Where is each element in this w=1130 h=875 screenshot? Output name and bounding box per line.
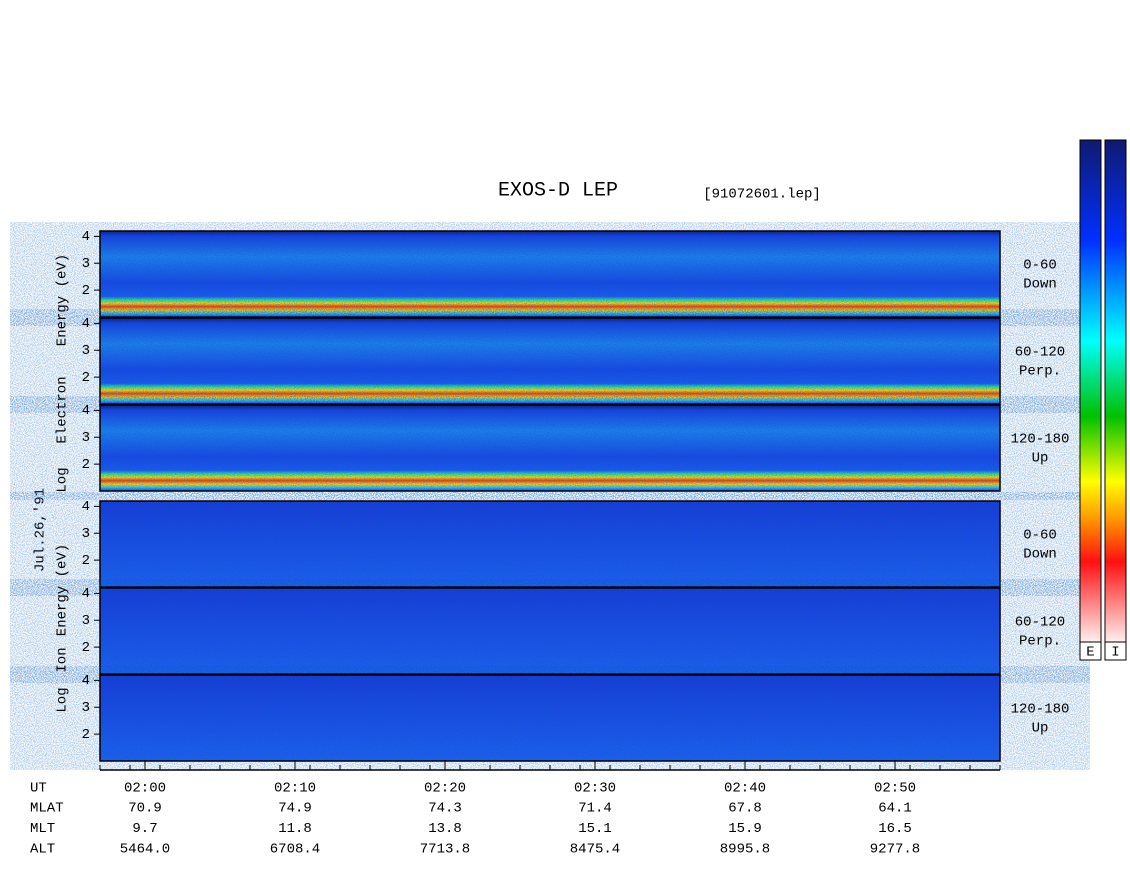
y-tick-label: 2: [82, 283, 90, 299]
panel-label: Perp.: [1019, 634, 1061, 650]
x-tick-label: 02:00: [124, 781, 166, 797]
panel-label: Down: [1023, 277, 1057, 293]
x-tick-label: 02:30: [574, 781, 616, 797]
y-tick-label: 3: [82, 526, 90, 542]
y-tick-label: 3: [82, 256, 90, 272]
colorbar: [1104, 139, 1127, 643]
ephemeris-value: 9.7: [132, 821, 157, 837]
colorbar-label-box: [1104, 641, 1127, 661]
row-label: MLT: [30, 821, 55, 837]
row-label: UT: [30, 781, 47, 797]
y-tick-label: 3: [82, 430, 90, 446]
y-tick-label: 2: [82, 370, 90, 386]
colorbar-label-box: [1079, 641, 1102, 661]
ephemeris-value: 13.8: [428, 821, 462, 837]
ephemeris-value: 74.9: [278, 801, 312, 817]
y-tick-label: 4: [82, 499, 90, 515]
panel-label: 0-60: [1023, 258, 1057, 274]
ephemeris-value: 74.3: [428, 801, 462, 817]
axis-label: Log: [55, 467, 71, 492]
panel-frame: [99, 500, 1001, 588]
axis-label: Ion: [55, 647, 71, 672]
panel-label: Up: [1032, 451, 1049, 467]
panel-label: Down: [1023, 547, 1057, 563]
spectrogram-noise: [100, 588, 1000, 674]
y-tick-label: 3: [82, 343, 90, 359]
panel-frame: [99, 230, 1001, 318]
y-tick-label: 4: [82, 229, 90, 245]
panel-frame: [99, 404, 1001, 492]
ephemeris-value: 15.1: [578, 821, 612, 837]
y-tick-label: 2: [82, 553, 90, 569]
ephemeris-value: 64.1: [878, 801, 912, 817]
date: Jul.26,'91: [33, 488, 49, 572]
y-tick-label: 3: [82, 700, 90, 716]
x-tick-label: 02:50: [874, 781, 916, 797]
row-label: ALT: [30, 842, 55, 858]
ephemeris-value: 8475.4: [570, 842, 620, 858]
panel-label: 60-120: [1015, 615, 1065, 631]
panel-label: 120-180: [1011, 702, 1070, 718]
ephemeris-value: 11.8: [278, 821, 312, 837]
axis-label: Electron: [55, 376, 71, 443]
axis-label: Energy (eV): [55, 254, 71, 346]
row-label: MLAT: [30, 801, 64, 817]
ephemeris-value: 15.9: [728, 821, 762, 837]
panel-label: Perp.: [1019, 364, 1061, 380]
panel-frame: [99, 317, 1001, 405]
y-tick-label: 2: [82, 457, 90, 473]
axis-label: Energy (eV): [55, 544, 71, 636]
spectrogram-noise: [100, 231, 1000, 317]
panel-label: 0-60: [1023, 528, 1057, 544]
ephemeris-value: 7713.8: [420, 842, 470, 858]
panel-label: 60-120: [1015, 345, 1065, 361]
ephemeris-value: 67.8: [728, 801, 762, 817]
y-tick-label: 4: [82, 316, 90, 332]
y-tick-label: 4: [82, 403, 90, 419]
y-tick-label: 4: [82, 586, 90, 602]
colorbar-label: E: [1086, 645, 1094, 661]
ephemeris-value: 71.4: [578, 801, 612, 817]
ephemeris-value: 70.9: [128, 801, 162, 817]
ephemeris-value: 6708.4: [270, 842, 320, 858]
ephemeris-value: 8995.8: [720, 842, 770, 858]
ephemeris-value: 16.5: [878, 821, 912, 837]
x-tick-label: 02:20: [424, 781, 466, 797]
spectrogram-noise: [100, 405, 1000, 491]
panel-label: 120-180: [1011, 432, 1070, 448]
ephemeris-value: 5464.0: [120, 842, 170, 858]
spectrogram-noise: [100, 501, 1000, 587]
title: EXOS-D LEP: [498, 179, 618, 202]
y-tick-label: 4: [82, 673, 90, 689]
panel-label: Up: [1032, 721, 1049, 737]
y-tick-label: 2: [82, 727, 90, 743]
panel-frame: [99, 587, 1001, 675]
y-tick-label: 3: [82, 613, 90, 629]
ephemeris-value: 9277.8: [870, 842, 920, 858]
axis-label: Log: [55, 687, 71, 712]
file-name: [91072601.lep]: [703, 187, 821, 203]
colorbar-label: I: [1111, 645, 1119, 661]
x-tick-label: 02:10: [274, 781, 316, 797]
y-tick-label: 2: [82, 640, 90, 656]
spectrogram-noise: [100, 675, 1000, 761]
x-tick-label: 02:40: [724, 781, 766, 797]
colorbar: [1079, 139, 1102, 643]
panel-frame: [99, 674, 1001, 762]
spectrogram-noise: [100, 318, 1000, 404]
